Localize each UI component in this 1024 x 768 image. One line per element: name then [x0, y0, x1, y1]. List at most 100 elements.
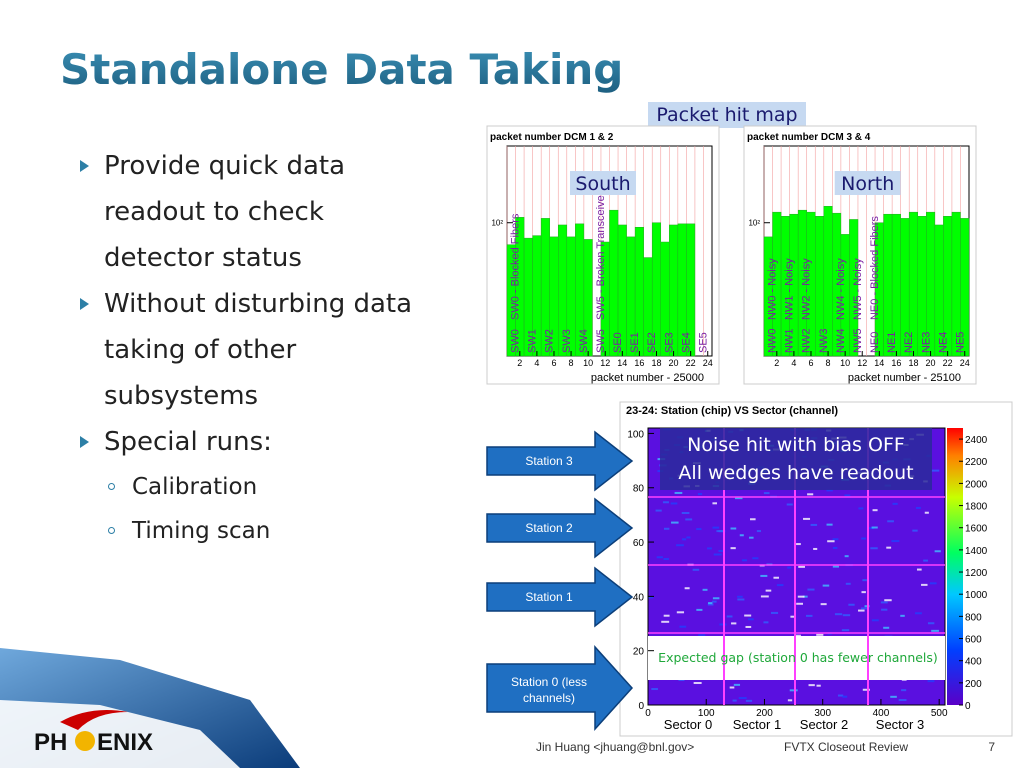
bin-label: NE2 — [903, 332, 915, 353]
bar — [849, 219, 859, 357]
speckle — [744, 614, 752, 617]
speckle — [733, 683, 741, 686]
bin-annotation: NE0 - Blocked Fibers — [869, 216, 881, 320]
bin-label: NW4 — [835, 329, 847, 353]
speckle — [820, 603, 827, 606]
speckle — [861, 591, 866, 594]
speckle — [803, 517, 811, 520]
speckle — [881, 608, 888, 611]
map-title: 23-24: Station (chip) VS Sector (channel… — [626, 405, 838, 417]
speckle — [796, 602, 803, 605]
speckle — [655, 509, 662, 512]
x-tick-label: 6 — [808, 358, 813, 368]
speckle — [698, 634, 706, 637]
bin-label: NE4 — [937, 332, 949, 353]
speckle — [871, 526, 878, 529]
speckle — [934, 550, 941, 553]
bin-annotation: NW1 - Noisy — [784, 258, 796, 320]
speckle — [834, 613, 843, 616]
colorbar-label: 1800 — [965, 502, 988, 513]
colorbar-label: 400 — [965, 657, 982, 668]
bin-label: NW3 — [818, 329, 830, 353]
speckle — [684, 587, 690, 590]
speckle — [692, 568, 700, 571]
bin-annotation: NW2 - Noisy — [801, 258, 813, 320]
y-tick-label: 60 — [633, 538, 645, 549]
speckle — [796, 543, 801, 546]
x-tick-label: 200 — [756, 708, 773, 719]
speckle — [845, 582, 851, 585]
bin-label: SW1 — [527, 329, 539, 353]
y-tick-label: 0 — [638, 701, 644, 712]
bullet: Without disturbing data taking of other … — [78, 281, 423, 419]
speckle — [748, 618, 754, 621]
panel-title: packet number DCM 1 & 2 — [490, 132, 614, 143]
note: All wedges have readout — [678, 462, 913, 484]
x-tick-label: 0 — [645, 708, 651, 719]
speckle — [760, 574, 768, 577]
speckle — [752, 557, 759, 560]
colorbar-label: 200 — [965, 679, 982, 690]
speckle — [738, 697, 747, 700]
speckle — [837, 694, 844, 697]
speckle — [676, 611, 685, 614]
bin-label: NW5 — [852, 329, 864, 353]
bullet: Provide quick data readout to check dete… — [78, 143, 423, 281]
speckle — [923, 559, 928, 562]
speckle — [726, 615, 733, 618]
x-tick-label: 300 — [814, 708, 831, 719]
speckle — [712, 597, 720, 600]
speckle — [686, 536, 691, 539]
slide-title: Standalone Data Taking — [60, 45, 623, 94]
colorbar-label: 2200 — [965, 457, 988, 468]
x-tick-label: 2 — [517, 358, 522, 368]
x-tick-label: 14 — [617, 358, 627, 368]
bin-label: NE1 — [886, 332, 898, 353]
colorbar-label: 2000 — [965, 479, 988, 490]
speckle — [883, 626, 890, 629]
speckle — [685, 518, 693, 521]
x-tick-label: 2 — [774, 358, 779, 368]
x-tick-label: 400 — [873, 708, 890, 719]
speckle — [795, 634, 801, 637]
speckle — [737, 598, 745, 601]
speckle — [826, 489, 833, 492]
bin-label: SW2 — [544, 329, 556, 353]
speckle — [776, 584, 784, 587]
speckle — [805, 614, 813, 617]
speckle — [731, 622, 737, 625]
speckle — [927, 622, 935, 625]
bin-label: NE5 — [954, 332, 966, 353]
note: Noise hit with bias OFF — [687, 434, 905, 456]
bin-annotation: NW5 - Noisy — [852, 258, 864, 320]
speckle — [648, 596, 654, 599]
speckle — [861, 537, 866, 540]
colorbar-ticks: 0 200 400 600 800 1000 1200 1400 1600 1800 2000 220… — [959, 435, 988, 712]
sector-label: Sector 1 — [733, 717, 781, 732]
x-tick-label: 10 — [583, 358, 593, 368]
speckle — [832, 546, 838, 549]
region-label-box — [834, 171, 901, 195]
speckle — [750, 518, 756, 521]
speckle — [900, 614, 905, 617]
speckle — [749, 536, 754, 539]
x-tick-label: 20 — [926, 358, 936, 368]
speckle — [848, 603, 855, 606]
speckle — [670, 502, 678, 505]
x-axis-label: packet number - 25100 — [848, 372, 961, 384]
speckle — [678, 679, 685, 682]
speckle — [826, 523, 833, 526]
speckle — [708, 602, 713, 605]
speckle — [697, 493, 703, 496]
speckle — [763, 492, 770, 495]
x-axis-label: packet number - 25000 — [591, 372, 704, 384]
logo-sun — [75, 731, 95, 751]
speckle — [770, 611, 779, 614]
sector-label: Sector 0 — [664, 717, 712, 732]
colorbar — [947, 428, 963, 705]
x-tick-label: 500 — [931, 708, 948, 719]
speckle — [663, 527, 670, 530]
speckle — [807, 493, 814, 496]
speckle — [816, 633, 824, 636]
